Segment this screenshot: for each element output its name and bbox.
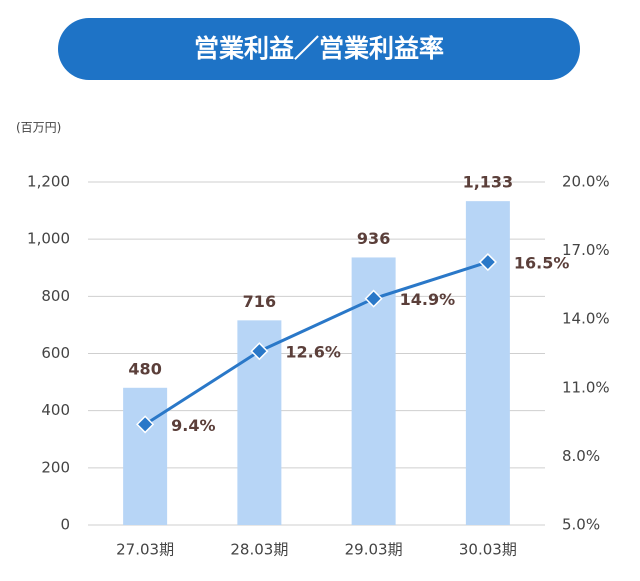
line-marker [364, 289, 383, 308]
bar-value-label: 936 [357, 229, 390, 248]
line-value-label: 9.4% [171, 416, 215, 435]
y-tick-label: 600 [41, 344, 70, 362]
x-tick-label: 28.03期 [230, 541, 288, 559]
x-tick-label: 29.03期 [345, 541, 403, 559]
line-marker [250, 342, 269, 361]
bar [465, 201, 510, 526]
line [144, 260, 489, 426]
line-marker [478, 252, 497, 272]
line-value-label: 16.5% [514, 254, 570, 273]
bar-value-label: 716 [243, 292, 276, 311]
y2-tick-label: 20.0% [562, 173, 610, 191]
y2-tick-label: 14.0% [562, 310, 610, 328]
y-tick-label: 1,200 [27, 173, 70, 191]
y2-tick-label: 11.0% [562, 378, 610, 396]
line-marker [136, 415, 155, 434]
x-tick-label: 30.03期 [459, 541, 517, 559]
y2-tick-label: 17.0% [562, 241, 610, 259]
line-value-label: 14.9% [400, 290, 456, 309]
title-banner [58, 18, 580, 80]
bar [123, 387, 168, 525]
y-tick-label: 0 [60, 516, 70, 534]
y-tick-label: 400 [41, 401, 70, 419]
y-tick-label: 200 [41, 458, 70, 476]
bar-value-label: 480 [128, 359, 161, 378]
bar-value-label: 1,133 [463, 173, 514, 192]
y2-tick-label: 5.0% [562, 516, 600, 534]
x-tick-label: 27.03期 [116, 541, 174, 559]
y2-tick-label: 8.0% [562, 447, 600, 465]
line-value-label: 12.6% [285, 343, 341, 362]
y-tick-label: 800 [41, 287, 70, 305]
y-tick-label: 1,000 [27, 230, 70, 248]
chart-title: 営業利益／営業利益率 [194, 34, 444, 63]
y-unit-label: (百万円) [16, 121, 61, 135]
